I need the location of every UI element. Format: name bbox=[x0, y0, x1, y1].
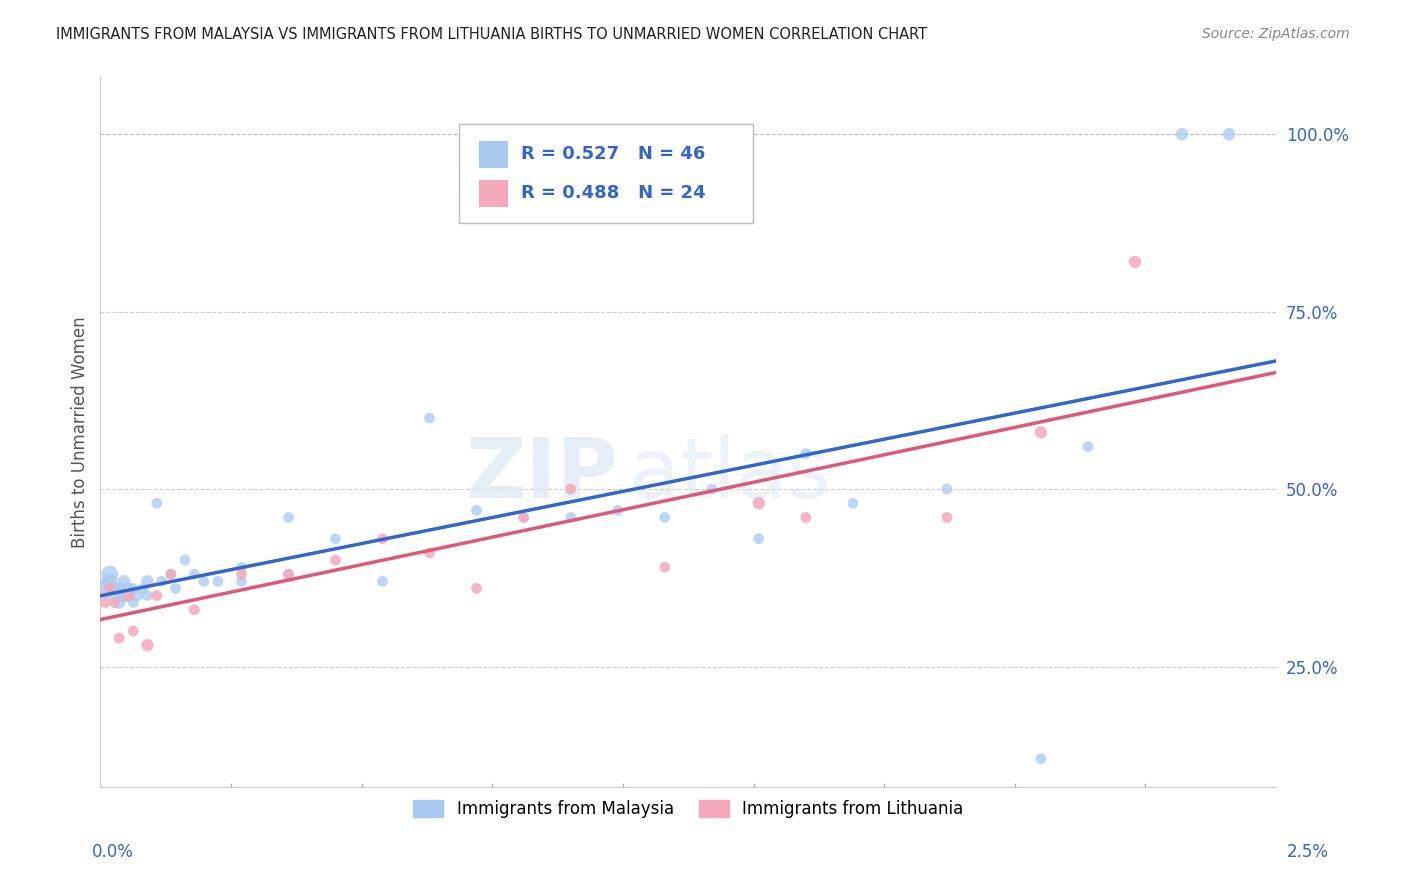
FancyBboxPatch shape bbox=[458, 124, 752, 223]
Point bbox=[277, 510, 299, 524]
Point bbox=[103, 589, 125, 603]
Y-axis label: Births to Unmarried Women: Births to Unmarried Women bbox=[72, 317, 89, 548]
Point bbox=[183, 603, 205, 617]
Point bbox=[183, 567, 205, 582]
Point bbox=[131, 582, 153, 596]
Text: atlas: atlas bbox=[630, 434, 831, 516]
Point bbox=[146, 589, 169, 603]
Point bbox=[748, 532, 770, 546]
Point bbox=[1123, 255, 1146, 269]
Point bbox=[419, 411, 441, 425]
Point bbox=[560, 510, 582, 524]
Point bbox=[136, 589, 159, 603]
Point bbox=[512, 510, 534, 524]
Point bbox=[512, 510, 534, 524]
Point bbox=[419, 546, 441, 560]
Point bbox=[748, 496, 770, 510]
Point bbox=[277, 567, 299, 582]
Point bbox=[654, 510, 676, 524]
Text: 0.0%: 0.0% bbox=[91, 843, 134, 861]
Point bbox=[231, 574, 253, 589]
Point bbox=[98, 567, 121, 582]
Point bbox=[371, 574, 394, 589]
Point bbox=[325, 532, 347, 546]
Text: R = 0.488   N = 24: R = 0.488 N = 24 bbox=[522, 184, 706, 202]
Point bbox=[794, 510, 817, 524]
Point bbox=[935, 482, 957, 496]
Point bbox=[108, 596, 131, 610]
Point bbox=[193, 574, 215, 589]
Point bbox=[117, 589, 139, 603]
FancyBboxPatch shape bbox=[479, 179, 509, 207]
Text: ZIP: ZIP bbox=[465, 434, 617, 516]
Point bbox=[122, 624, 145, 638]
Point bbox=[117, 589, 139, 603]
Point bbox=[136, 574, 159, 589]
Point bbox=[122, 596, 145, 610]
Point bbox=[160, 567, 183, 582]
Point bbox=[794, 447, 817, 461]
Point bbox=[146, 496, 169, 510]
Point bbox=[371, 532, 394, 546]
Point bbox=[1029, 752, 1052, 766]
Point bbox=[103, 596, 125, 610]
Text: 2.5%: 2.5% bbox=[1286, 843, 1329, 861]
Text: R = 0.527   N = 46: R = 0.527 N = 46 bbox=[522, 145, 706, 163]
Point bbox=[560, 482, 582, 496]
Point bbox=[1029, 425, 1052, 440]
Point bbox=[160, 567, 183, 582]
Point bbox=[207, 574, 229, 589]
Point bbox=[935, 510, 957, 524]
FancyBboxPatch shape bbox=[479, 141, 509, 168]
Point bbox=[606, 503, 628, 517]
Point bbox=[231, 560, 253, 574]
Text: IMMIGRANTS FROM MALAYSIA VS IMMIGRANTS FROM LITHUANIA BIRTHS TO UNMARRIED WOMEN : IMMIGRANTS FROM MALAYSIA VS IMMIGRANTS F… bbox=[56, 27, 928, 42]
Point bbox=[277, 567, 299, 582]
Point bbox=[108, 631, 131, 645]
Point bbox=[94, 596, 117, 610]
Point bbox=[94, 582, 117, 596]
Point bbox=[127, 589, 149, 603]
Point bbox=[98, 582, 121, 596]
Point bbox=[842, 496, 865, 510]
Point bbox=[1171, 127, 1194, 141]
Point bbox=[165, 582, 187, 596]
Point bbox=[231, 567, 253, 582]
Text: Source: ZipAtlas.com: Source: ZipAtlas.com bbox=[1202, 27, 1350, 41]
Point bbox=[654, 560, 676, 574]
Point bbox=[465, 582, 488, 596]
Point bbox=[325, 553, 347, 567]
Point bbox=[465, 503, 488, 517]
Point bbox=[150, 574, 173, 589]
Point bbox=[112, 589, 135, 603]
Point bbox=[108, 582, 131, 596]
Point bbox=[1077, 440, 1099, 454]
Point bbox=[136, 638, 159, 652]
Point bbox=[122, 582, 145, 596]
Point bbox=[174, 553, 197, 567]
Legend: Immigrants from Malaysia, Immigrants from Lithuania: Immigrants from Malaysia, Immigrants fro… bbox=[406, 794, 970, 825]
Point bbox=[112, 574, 135, 589]
Point bbox=[98, 574, 121, 589]
Point bbox=[103, 582, 125, 596]
Point bbox=[117, 582, 139, 596]
Point bbox=[700, 482, 723, 496]
Point bbox=[1218, 127, 1240, 141]
